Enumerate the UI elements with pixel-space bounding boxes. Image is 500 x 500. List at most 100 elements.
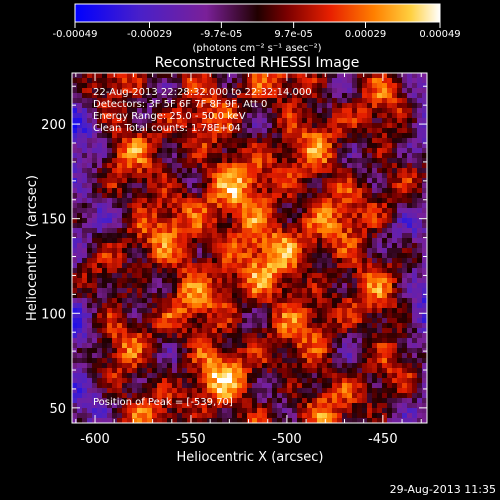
heatmap-cell — [362, 248, 367, 253]
heatmap-cell — [392, 393, 397, 398]
heatmap-cell — [102, 173, 107, 178]
heatmap-cell — [297, 288, 302, 293]
heatmap-cell — [227, 318, 232, 323]
heatmap-cell — [412, 288, 417, 293]
heatmap-cell — [257, 78, 262, 83]
heatmap-cell — [187, 353, 192, 358]
heatmap-cell — [252, 188, 257, 193]
heatmap-cell — [357, 103, 362, 108]
heatmap-cell — [112, 398, 117, 403]
heatmap-cell — [197, 163, 202, 168]
heatmap-cell — [137, 193, 142, 198]
heatmap-cell — [277, 278, 282, 283]
heatmap-cell — [292, 343, 297, 348]
heatmap-cell — [132, 268, 137, 273]
heatmap-cell — [172, 333, 177, 338]
heatmap-cell — [152, 163, 157, 168]
heatmap-cell — [72, 168, 77, 173]
heatmap-cell — [222, 98, 227, 103]
heatmap-cell — [197, 128, 202, 133]
heatmap-cell — [152, 193, 157, 198]
heatmap-cell — [312, 348, 317, 353]
heatmap-cell — [257, 123, 262, 128]
heatmap-cell — [402, 218, 407, 223]
heatmap-cell — [282, 388, 287, 393]
heatmap-cell — [262, 368, 267, 373]
heatmap-cell — [267, 123, 272, 128]
heatmap-cell — [157, 138, 162, 143]
heatmap-cell — [122, 238, 127, 243]
heatmap-cell — [292, 238, 297, 243]
heatmap-cell — [172, 243, 177, 248]
heatmap-cell — [217, 418, 222, 423]
heatmap-cell — [237, 218, 242, 223]
colorbar-ticks — [74, 22, 441, 28]
heatmap-cell — [317, 83, 322, 88]
heatmap-cell — [332, 248, 337, 253]
heatmap-cell — [242, 73, 247, 78]
heatmap-cell — [292, 88, 297, 93]
heatmap-cell — [102, 143, 107, 148]
heatmap-cell — [317, 263, 322, 268]
heatmap-cell — [372, 353, 377, 358]
heatmap-cell — [212, 268, 217, 273]
heatmap-cell — [202, 73, 207, 78]
heatmap-cell — [317, 343, 322, 348]
heatmap-cell — [82, 403, 87, 408]
heatmap-cell — [172, 323, 177, 328]
heatmap-cell — [317, 378, 322, 383]
heatmap-cell — [167, 383, 172, 388]
heatmap-cell — [162, 203, 167, 208]
heatmap-cell — [282, 378, 287, 383]
heatmap-cell — [102, 188, 107, 193]
heatmap-cell — [247, 208, 252, 213]
heatmap-cell — [352, 228, 357, 233]
heatmap-cell — [107, 78, 112, 83]
heatmap-cell — [377, 393, 382, 398]
heatmap-cell — [167, 98, 172, 103]
heatmap-cell — [387, 328, 392, 333]
heatmap-cell — [177, 383, 182, 388]
heatmap-cell — [342, 388, 347, 393]
heatmap-cell — [82, 103, 87, 108]
heatmap-cell — [327, 153, 332, 158]
heatmap-cell — [187, 408, 192, 413]
heatmap-cell — [192, 338, 197, 343]
heatmap-cell — [327, 238, 332, 243]
heatmap-cell — [207, 218, 212, 223]
heatmap-cell — [312, 218, 317, 223]
heatmap-cell — [367, 363, 372, 368]
heatmap-cell — [117, 388, 122, 393]
heatmap-cell — [107, 233, 112, 238]
heatmap-cell — [347, 353, 352, 358]
heatmap-cell — [197, 348, 202, 353]
heatmap-cell — [72, 193, 77, 198]
heatmap-cell — [277, 198, 282, 203]
heatmap-cell — [142, 148, 147, 153]
heatmap-cell — [417, 388, 422, 393]
heatmap-cell — [227, 218, 232, 223]
heatmap-cell — [237, 298, 242, 303]
heatmap-cell — [372, 413, 377, 418]
heatmap-cell — [382, 83, 387, 88]
heatmap-cell — [157, 393, 162, 398]
heatmap-cell — [97, 88, 102, 93]
heatmap-cell — [392, 343, 397, 348]
heatmap-cell — [317, 233, 322, 238]
heatmap-cell — [197, 333, 202, 338]
heatmap-cell — [377, 308, 382, 313]
heatmap-cell — [227, 278, 232, 283]
heatmap-cell — [207, 203, 212, 208]
heatmap-cell — [312, 208, 317, 213]
heatmap-cell — [252, 208, 257, 213]
heatmap-cell — [367, 323, 372, 328]
heatmap-cell — [347, 223, 352, 228]
heatmap-cell — [262, 243, 267, 248]
heatmap-cell — [387, 393, 392, 398]
heatmap-cell — [102, 198, 107, 203]
heatmap-cell — [197, 98, 202, 103]
heatmap-cell — [407, 328, 412, 333]
heatmap-cell — [382, 298, 387, 303]
heatmap-cell — [212, 178, 217, 183]
heatmap-cell — [97, 123, 102, 128]
